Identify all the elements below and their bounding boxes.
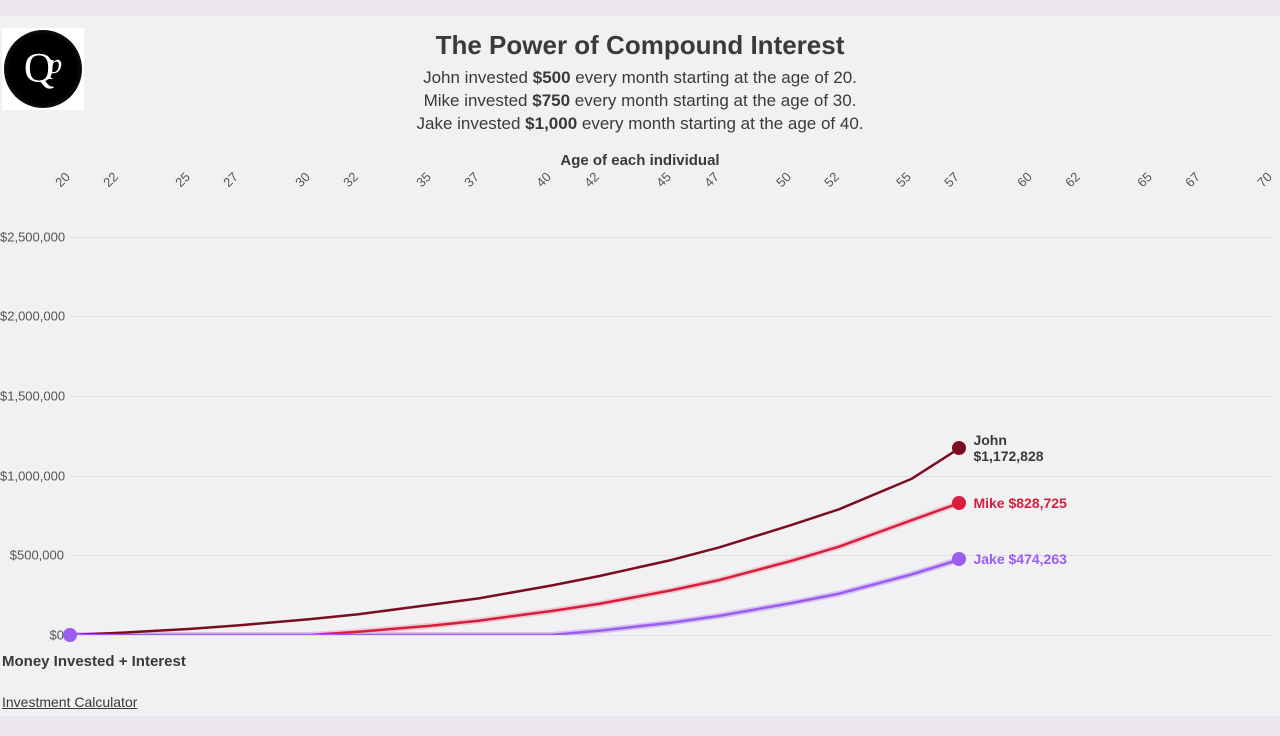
line-chart-svg: [70, 205, 1272, 635]
x-tick: 47: [701, 169, 722, 190]
x-tick: 52: [821, 169, 842, 190]
y-tick: $500,000: [0, 548, 64, 563]
brand-logo: Qp: [2, 28, 84, 110]
x-tick: 67: [1182, 169, 1203, 190]
x-tick: 37: [461, 169, 482, 190]
x-tick: 60: [1014, 169, 1035, 190]
x-tick: 22: [100, 169, 121, 190]
calculator-link[interactable]: Investment Calculator: [2, 694, 137, 710]
x-tick: 70: [1254, 169, 1275, 190]
end-marker-jake: [952, 552, 966, 566]
y-tick: $2,500,000: [0, 229, 64, 244]
end-label-jake: Jake $474,263: [973, 551, 1066, 567]
x-tick: 35: [413, 169, 434, 190]
x-axis-title: Age of each individual: [0, 152, 1280, 169]
x-ticks: 2022252730323537404245475052555760626567…: [0, 175, 1280, 205]
x-tick: 50: [773, 169, 794, 190]
x-tick: 20: [52, 169, 73, 190]
x-tick: 42: [581, 169, 602, 190]
x-tick: 27: [220, 169, 241, 190]
subtitle-line: Mike invested $750 every month starting …: [0, 90, 1280, 113]
chart-title: The Power of Compound Interest: [0, 16, 1280, 61]
x-tick: 57: [942, 169, 963, 190]
x-tick: 65: [1134, 169, 1155, 190]
end-label-john: John$1,172,828: [973, 432, 1043, 464]
y-tick: $2,000,000: [0, 309, 64, 324]
chart-area: 2022252730323537404245475052555760626567…: [0, 175, 1280, 635]
y-axis-label: Money Invested + Interest: [2, 653, 186, 670]
chart-page: Qp The Power of Compound Interest John i…: [0, 16, 1280, 716]
x-tick: 40: [533, 169, 554, 190]
x-tick: 55: [894, 169, 915, 190]
end-label-mike: Mike $828,725: [973, 495, 1066, 511]
x-tick: 25: [172, 169, 193, 190]
gridline: [70, 635, 1272, 636]
x-tick: 62: [1062, 169, 1083, 190]
end-marker-john: [952, 441, 966, 455]
end-marker-mike: [952, 496, 966, 510]
x-tick: 30: [293, 169, 314, 190]
logo-circle: Qp: [4, 30, 82, 108]
chart-subtitle: John invested $500 every month starting …: [0, 67, 1280, 136]
x-tick: 32: [341, 169, 362, 190]
x-tick: 45: [653, 169, 674, 190]
y-tick: $0: [0, 627, 64, 642]
start-marker: [63, 628, 77, 642]
y-tick: $1,000,000: [0, 468, 64, 483]
series-line-jake: [70, 559, 960, 635]
y-tick: $1,500,000: [0, 388, 64, 403]
subtitle-line: Jake invested $1,000 every month startin…: [0, 113, 1280, 136]
subtitle-line: John invested $500 every month starting …: [0, 67, 1280, 90]
series-line-john: [70, 448, 960, 635]
